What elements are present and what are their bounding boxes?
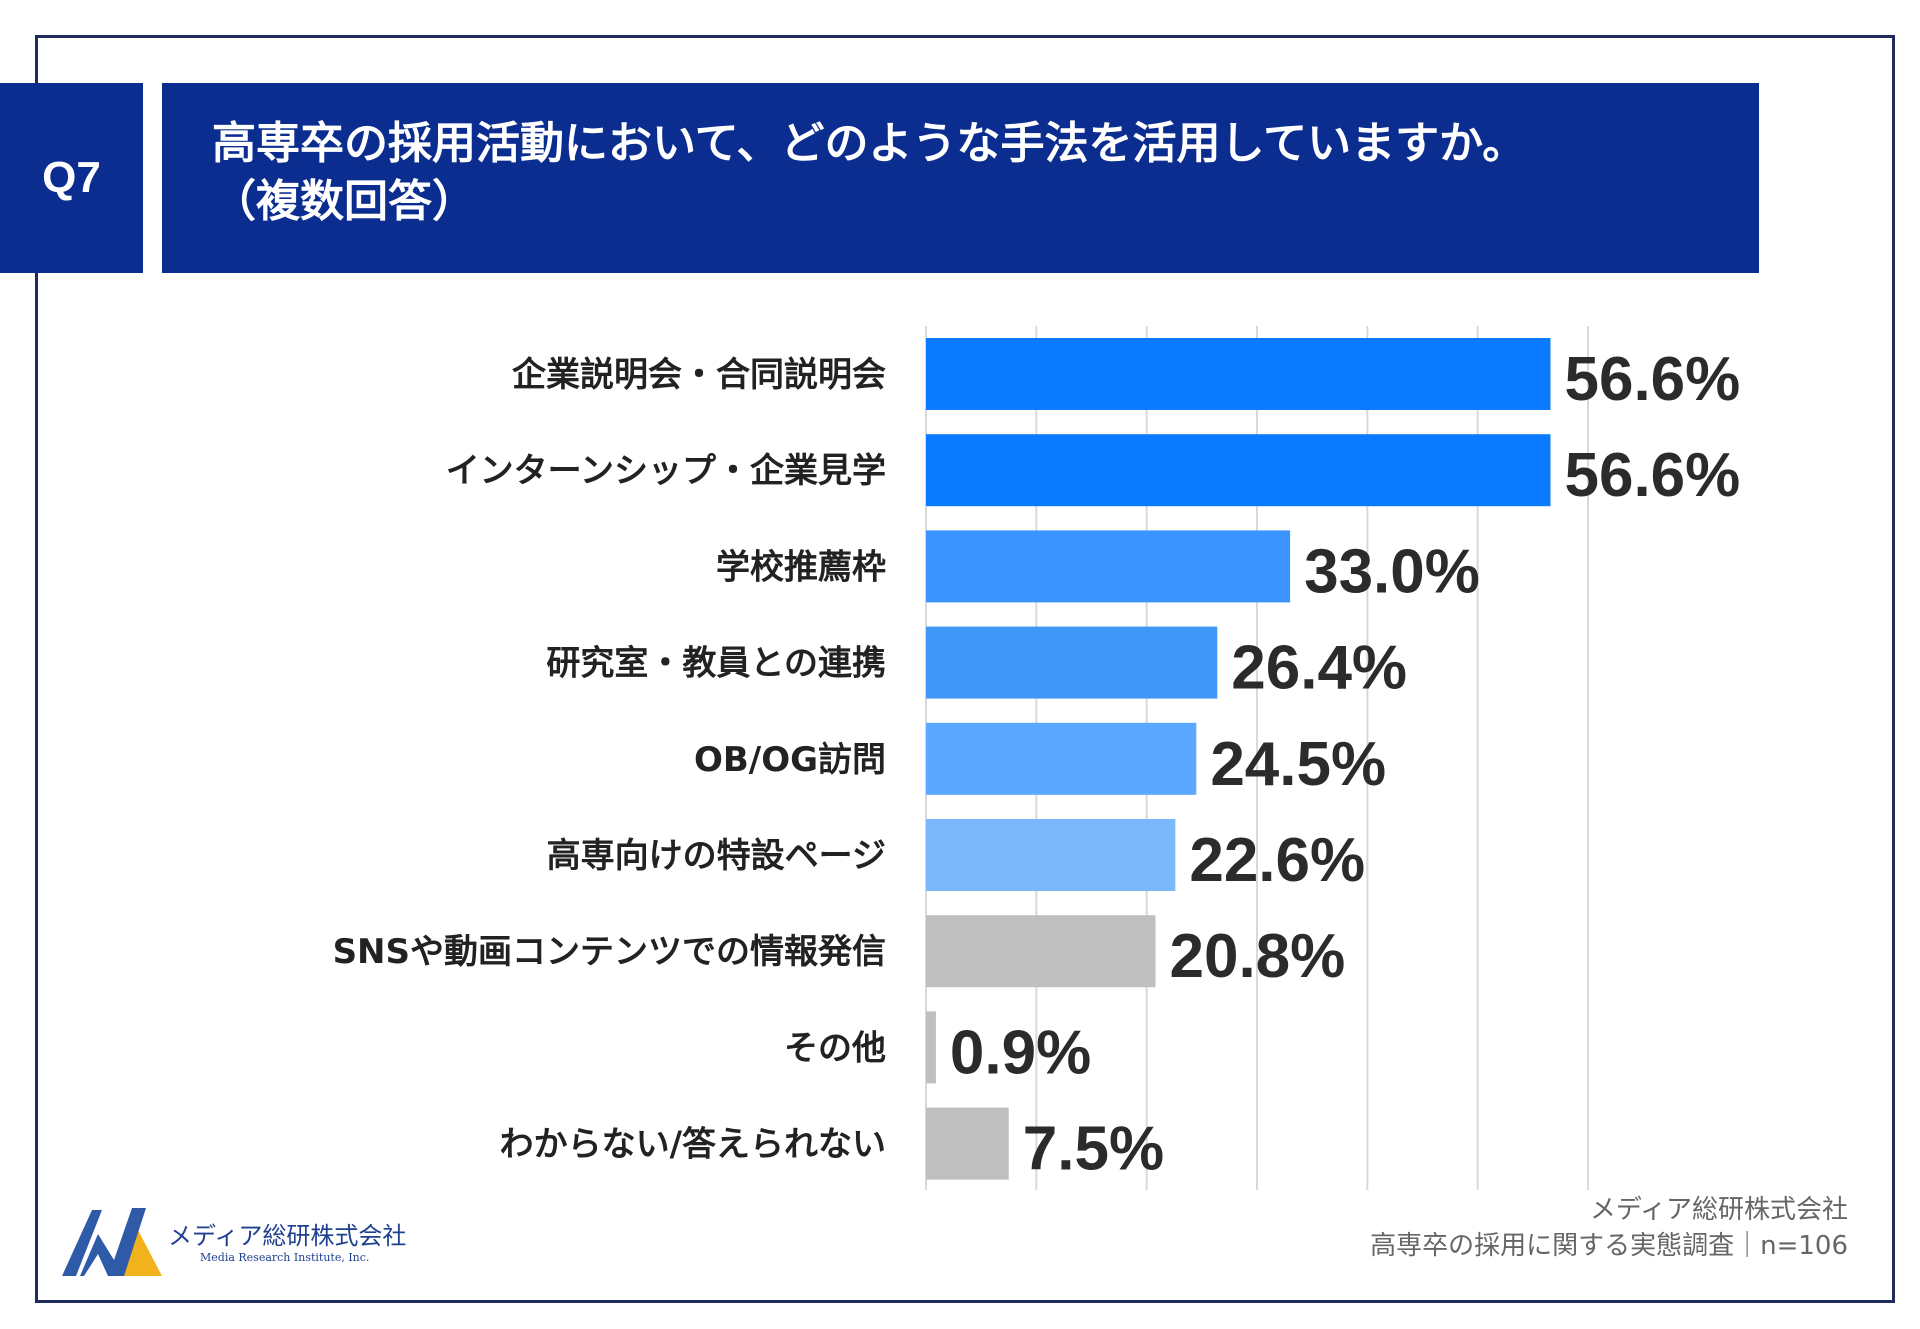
value-label: 0.9% (950, 1018, 1091, 1087)
value-label: 7.5% (1023, 1115, 1164, 1184)
source-survey: 高専卒の採用に関する実態調査｜n=106 (1370, 1231, 1848, 1261)
slide-frame (35, 35, 1895, 1303)
bar (926, 915, 1156, 988)
bar (926, 722, 1197, 795)
value-label: 24.5% (1210, 730, 1386, 799)
bar (926, 1107, 1009, 1180)
category-label: 高専向けの特設ページ (547, 836, 886, 876)
source-company: メディア総研株式会社 (1589, 1195, 1848, 1225)
question-number-badge: Q7 (0, 83, 143, 273)
category-label: SNSや動画コンテンツでの情報発信 (333, 932, 886, 972)
source-note: メディア総研株式会社 高専卒の採用に関する実態調査｜n=106 (1370, 1192, 1848, 1264)
company-logo-icon (62, 1208, 162, 1276)
question-note: （複数回答） (212, 176, 476, 227)
logo-blue-peak (62, 1210, 102, 1276)
bar (926, 626, 1218, 699)
category-label: OB/OG訪問 (694, 740, 886, 780)
bar (926, 530, 1291, 603)
value-label: 33.0% (1304, 537, 1480, 606)
category-label: インターンシップ・企業見学 (446, 451, 886, 491)
value-label: 26.4% (1231, 634, 1407, 703)
category-label: 学校推薦枠 (716, 547, 886, 587)
category-label: わからない/答えられない (500, 1125, 886, 1165)
bar (926, 434, 1551, 507)
bar (926, 338, 1551, 410)
question-number: Q7 (42, 153, 101, 202)
question-title-banner: 高専卒の採用活動において、どのような手法を活用していますか。 （複数回答） (162, 83, 1759, 273)
category-label: その他 (784, 1028, 886, 1068)
value-label: 56.6% (1564, 345, 1740, 414)
logo-blue-shape (62, 1208, 146, 1276)
category-label: 研究室・教員との連携 (546, 644, 886, 684)
value-label: 56.6% (1564, 441, 1740, 510)
bar (926, 1011, 936, 1084)
value-label: 22.6% (1189, 826, 1365, 895)
logo-company-name: メディア総研株式会社 (168, 1222, 407, 1250)
category-label: 企業説明会・合同説明会 (512, 355, 886, 395)
bar (926, 819, 1176, 891)
value-label: 20.8% (1169, 922, 1345, 991)
logo-company-name-en: Media Research Institute, Inc. (200, 1251, 370, 1264)
question-title: 高専卒の採用活動において、どのような手法を活用していますか。 (212, 118, 1527, 169)
